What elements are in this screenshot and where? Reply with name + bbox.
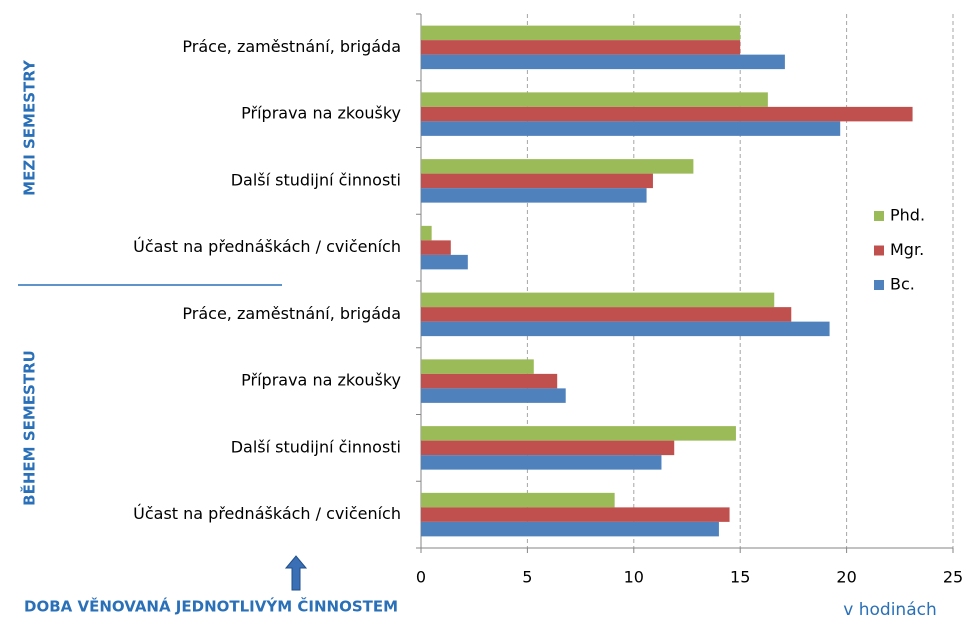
bar (421, 240, 451, 255)
x-tick-label: 0 (416, 568, 426, 587)
y-tick-label: Další studijní činnosti (231, 170, 401, 189)
y-tick-label: Příprava na zkoušky (241, 104, 401, 123)
bar (421, 106, 913, 122)
bar (421, 388, 566, 403)
legend-swatch (874, 245, 884, 256)
group-label: MEZI SEMESTRY (21, 59, 39, 196)
x-tick-label: 20 (836, 568, 856, 587)
bar (421, 507, 730, 522)
bar (421, 307, 792, 322)
bar (421, 40, 741, 55)
bar (421, 426, 736, 441)
x-tick-label: 5 (522, 568, 532, 587)
footnote: DOBA VĚNOVANÁ JEDNOTLIVÝM ČINNOSTEM (24, 597, 398, 616)
bar (421, 25, 741, 41)
x-tick-label: 15 (730, 568, 750, 587)
y-tick-label: Příprava na zkoušky (241, 371, 401, 390)
x-tick-label: 10 (624, 568, 644, 587)
bar (421, 121, 841, 136)
x-axis-label: v hodinách (843, 600, 936, 620)
arrow-icon (284, 555, 308, 591)
bar (421, 173, 653, 189)
bar (421, 54, 785, 70)
y-tick-label: Účast na přednáškách / cvičeních (133, 237, 401, 256)
legend-label: Bc. (890, 275, 915, 294)
bar (421, 440, 675, 456)
bar (421, 92, 768, 107)
bar (421, 292, 775, 308)
y-tick-label: Další studijní činnosti (231, 437, 401, 456)
bar (421, 225, 432, 241)
bar (421, 159, 694, 174)
bar (421, 455, 662, 470)
y-tick-label: Práce, zaměstnání, brigáda (182, 304, 401, 323)
bar (421, 373, 558, 389)
legend-label: Phd. (890, 206, 925, 225)
bar (421, 521, 719, 537)
bar (421, 492, 615, 508)
x-tick-label: 25 (943, 568, 963, 587)
legend-label: Mgr. (890, 240, 924, 259)
bar (421, 321, 830, 337)
group-label: BĚHEM SEMESTRU (20, 350, 39, 506)
legend-swatch (874, 280, 884, 290)
legend-swatch (874, 211, 884, 221)
bar (421, 359, 534, 374)
bar (421, 254, 468, 270)
bar (421, 188, 647, 203)
y-tick-label: Práce, zaměstnání, brigáda (182, 37, 401, 56)
y-tick-label: Účast na přednáškách / cvičeních (133, 504, 401, 523)
